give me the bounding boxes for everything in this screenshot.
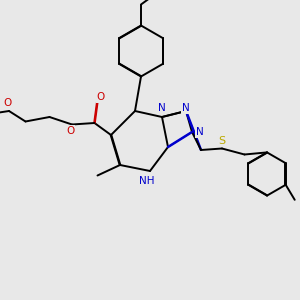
Text: O: O <box>96 92 105 103</box>
Text: N: N <box>182 103 190 113</box>
Text: O: O <box>66 126 75 136</box>
Text: S: S <box>218 136 226 146</box>
Text: N: N <box>196 127 203 137</box>
Text: NH: NH <box>139 176 155 187</box>
Text: O: O <box>3 98 12 108</box>
Text: N: N <box>158 103 166 113</box>
